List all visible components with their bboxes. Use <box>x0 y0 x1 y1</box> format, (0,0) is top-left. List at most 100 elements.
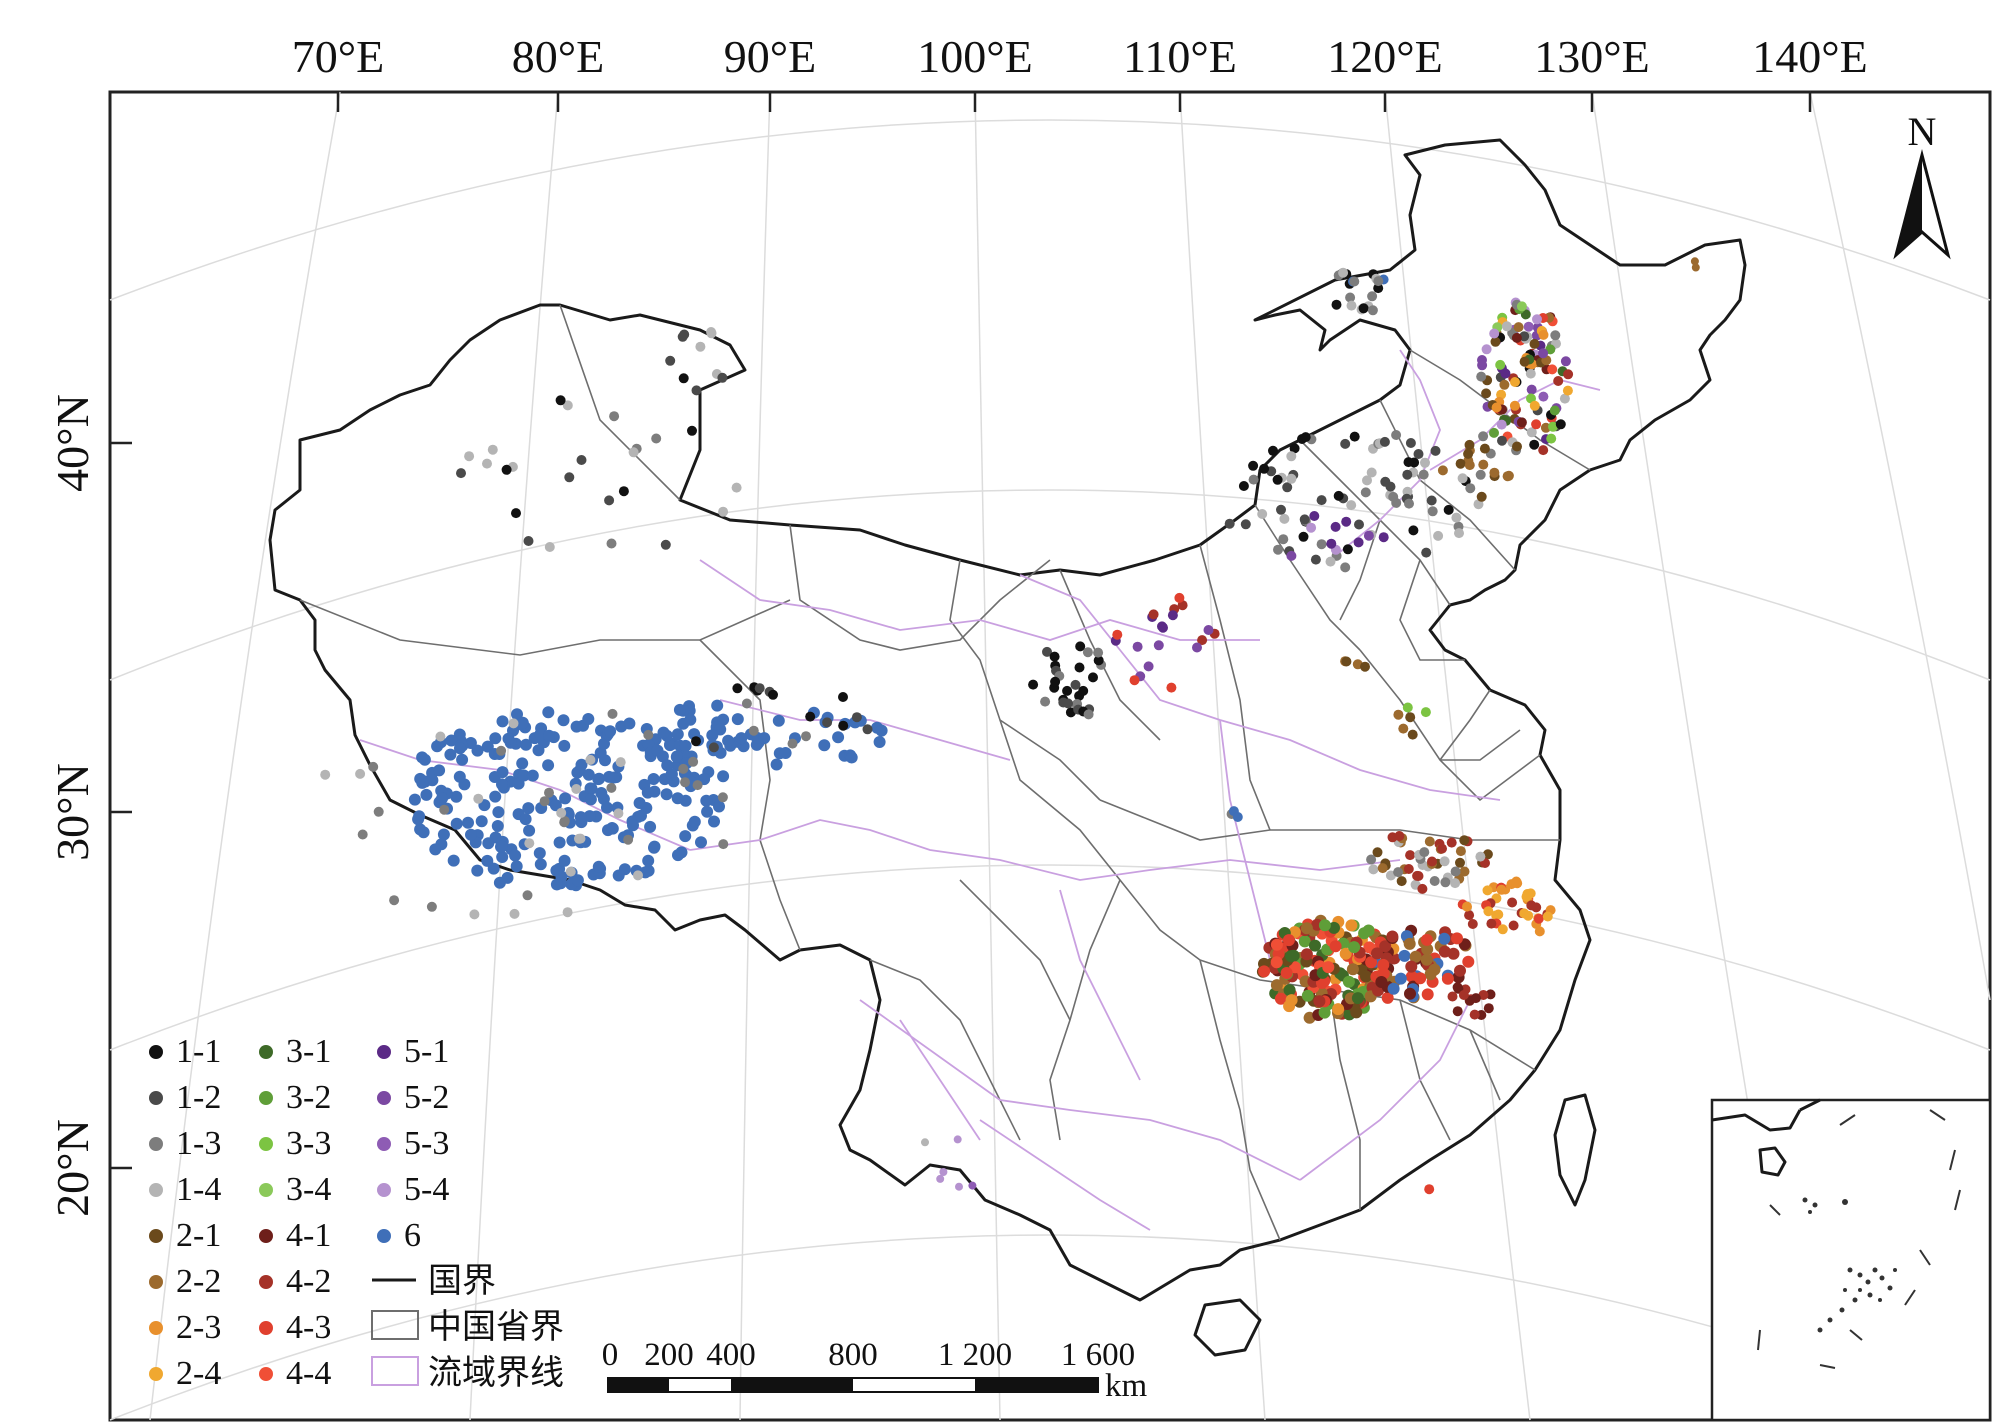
sample-point <box>1516 301 1527 312</box>
sample-point <box>1342 975 1355 988</box>
sample-point <box>603 770 616 783</box>
sample-point <box>1391 430 1402 440</box>
sample-point <box>1405 960 1418 973</box>
sample-point <box>688 815 701 828</box>
sample-point <box>1490 336 1501 347</box>
sample-point <box>1394 972 1407 985</box>
sample-point <box>496 840 508 853</box>
sample-point <box>1248 460 1259 471</box>
sample-point <box>412 813 425 826</box>
legend-swatch <box>149 1367 163 1381</box>
sample-point <box>1283 984 1296 997</box>
sample-point <box>939 1168 948 1176</box>
sample-point <box>1483 906 1494 917</box>
sample-point <box>731 482 742 493</box>
lon-label: 120°E <box>1327 31 1443 82</box>
sample-point <box>433 764 446 777</box>
legend-swatch <box>259 1275 273 1289</box>
legend-line-label: 中国省界 <box>428 1307 564 1347</box>
sample-point <box>1478 431 1489 442</box>
sample-point <box>1393 709 1404 720</box>
sample-point <box>1447 991 1458 1002</box>
sample-point <box>1533 913 1544 924</box>
sample-point <box>1396 876 1407 887</box>
sample-point <box>1354 519 1364 530</box>
sample-point <box>1467 919 1478 929</box>
sample-point <box>1318 1006 1331 1019</box>
sample-point <box>1409 950 1422 963</box>
scale-tick: 0 <box>602 1337 619 1373</box>
sample-point <box>1531 419 1542 430</box>
sample-point <box>1326 538 1337 549</box>
sample-point <box>1285 994 1298 1007</box>
sample-point <box>1446 837 1457 848</box>
sample-point <box>1464 460 1475 471</box>
legend-swatch <box>149 1091 163 1105</box>
sample-point <box>758 732 771 745</box>
sample-point <box>604 725 617 738</box>
legend-label: 1-4 <box>176 1171 221 1208</box>
sample-point <box>1421 547 1432 558</box>
sample-point <box>1270 938 1283 951</box>
sample-point <box>1454 528 1464 539</box>
sample-point <box>1403 864 1414 874</box>
sample-point <box>558 739 571 752</box>
scale-bar: 0 200 400 800 1 200 1 600 km <box>602 1337 1148 1404</box>
sample-point <box>1148 609 1159 620</box>
sample-point <box>1289 443 1300 454</box>
sample-point <box>1338 267 1349 278</box>
sample-point <box>1443 504 1454 515</box>
sample-point <box>1306 522 1317 533</box>
sample-point <box>469 909 480 920</box>
sample-point <box>1526 384 1537 395</box>
sample-point <box>1042 646 1052 657</box>
sample-point <box>1407 729 1418 740</box>
sample-point <box>1413 449 1424 459</box>
sample-point <box>1451 932 1463 945</box>
sample-point <box>1192 642 1202 653</box>
sample-point <box>968 1181 977 1190</box>
sample-point <box>1083 709 1094 720</box>
sample-point <box>1417 883 1428 894</box>
sample-point <box>1093 647 1104 658</box>
sample-point <box>583 810 596 823</box>
sample-point <box>1475 469 1486 480</box>
sample-point <box>1532 314 1542 325</box>
sample-point <box>496 766 509 779</box>
sample-point <box>1331 299 1342 310</box>
sample-point <box>1333 490 1344 501</box>
sample-point <box>1428 963 1441 976</box>
sample-point <box>838 692 848 702</box>
legend-label: 2-1 <box>176 1217 221 1254</box>
sample-point <box>489 790 502 803</box>
sample-point <box>691 736 701 747</box>
sample-point <box>1342 544 1353 555</box>
sample-point <box>1088 672 1098 683</box>
sample-point <box>1093 655 1104 666</box>
sample-point <box>1470 993 1481 1004</box>
sample-point <box>1690 257 1699 266</box>
sample-point <box>1441 972 1454 985</box>
sample-point <box>1495 359 1506 370</box>
sample-point <box>1340 438 1351 449</box>
sample-point <box>664 739 676 752</box>
sample-point <box>416 751 429 764</box>
sample-point <box>1050 676 1061 687</box>
sample-point <box>1481 388 1492 399</box>
sample-point <box>584 782 597 795</box>
sample-point <box>429 843 442 856</box>
sample-point <box>574 811 587 824</box>
sample-point <box>684 713 697 726</box>
legend-swatch <box>377 1137 391 1151</box>
sample-point <box>1132 641 1143 652</box>
sample-point <box>482 837 495 850</box>
sample-point <box>1360 487 1371 498</box>
sample-point <box>770 758 783 771</box>
sample-point <box>1405 850 1416 861</box>
sample-point <box>1560 356 1571 367</box>
scale-unit: km <box>1105 1368 1148 1404</box>
sample-point <box>584 793 597 806</box>
sample-point <box>642 854 655 867</box>
sample-point <box>510 860 523 873</box>
sample-point <box>768 689 778 700</box>
